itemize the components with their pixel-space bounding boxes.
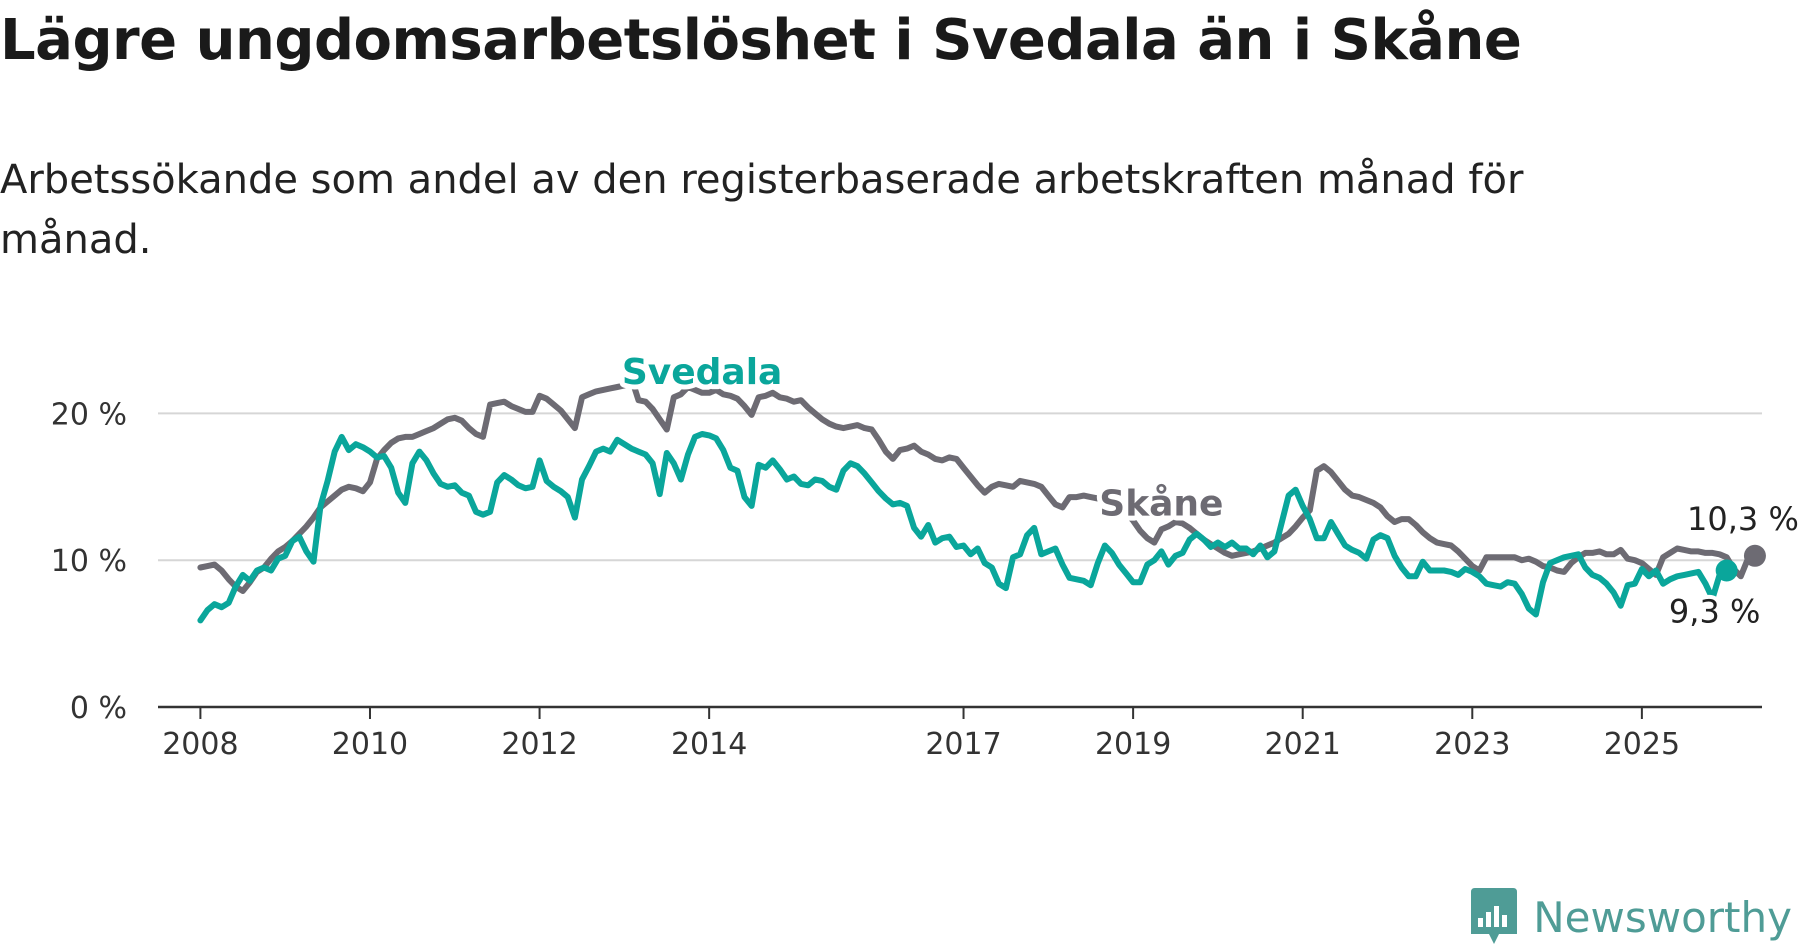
brand-name: Newsworthy xyxy=(1533,892,1792,942)
x-tick-label: 2021 xyxy=(1265,727,1341,762)
series-labels: Skåne Svedala 10,3 % 9,3 % xyxy=(617,347,1800,635)
x-tick-label: 2023 xyxy=(1434,727,1510,762)
x-tick-label: 2012 xyxy=(501,727,577,762)
y-tick-label: 20 % xyxy=(51,397,127,432)
chart-subtitle: Arbetssökande som andel av den registerb… xyxy=(0,157,1524,263)
x-tick-label: 2019 xyxy=(1095,727,1171,762)
series-name-label: Svedala xyxy=(622,352,783,393)
newsworthy-logo-icon xyxy=(1471,888,1518,944)
series-line-svedala xyxy=(197,431,1730,624)
newsworthy-logo[interactable]: Newsworthy xyxy=(1469,888,1792,946)
x-tick-label: 2014 xyxy=(671,727,747,762)
end-point-marker xyxy=(1743,544,1766,567)
end-point-marker xyxy=(1715,559,1738,582)
y-axis-ticks: 0 % 10 % 20 % xyxy=(51,397,127,726)
chart-title: Lägre ungdomsarbetslöshet i Svedala än i… xyxy=(0,8,1522,73)
y-tick-label: 10 % xyxy=(51,544,127,579)
x-tick-label: 2010 xyxy=(332,727,408,762)
series-lines xyxy=(197,375,1766,624)
series-line-skne xyxy=(197,375,1758,594)
series-name-label: Skåne xyxy=(1099,483,1223,524)
end-value-label: 10,3 % xyxy=(1687,500,1799,538)
x-tick-label: 2008 xyxy=(162,727,238,762)
end-value-label: 9,3 % xyxy=(1669,592,1760,630)
x-tick-label: 2017 xyxy=(925,727,1001,762)
x-tick-label: 2025 xyxy=(1604,727,1680,762)
y-tick-label: 0 % xyxy=(70,691,127,726)
x-axis-ticks: 2008 2010 2012 2014 2017 2019 2021 2023 2025 xyxy=(162,707,1680,762)
